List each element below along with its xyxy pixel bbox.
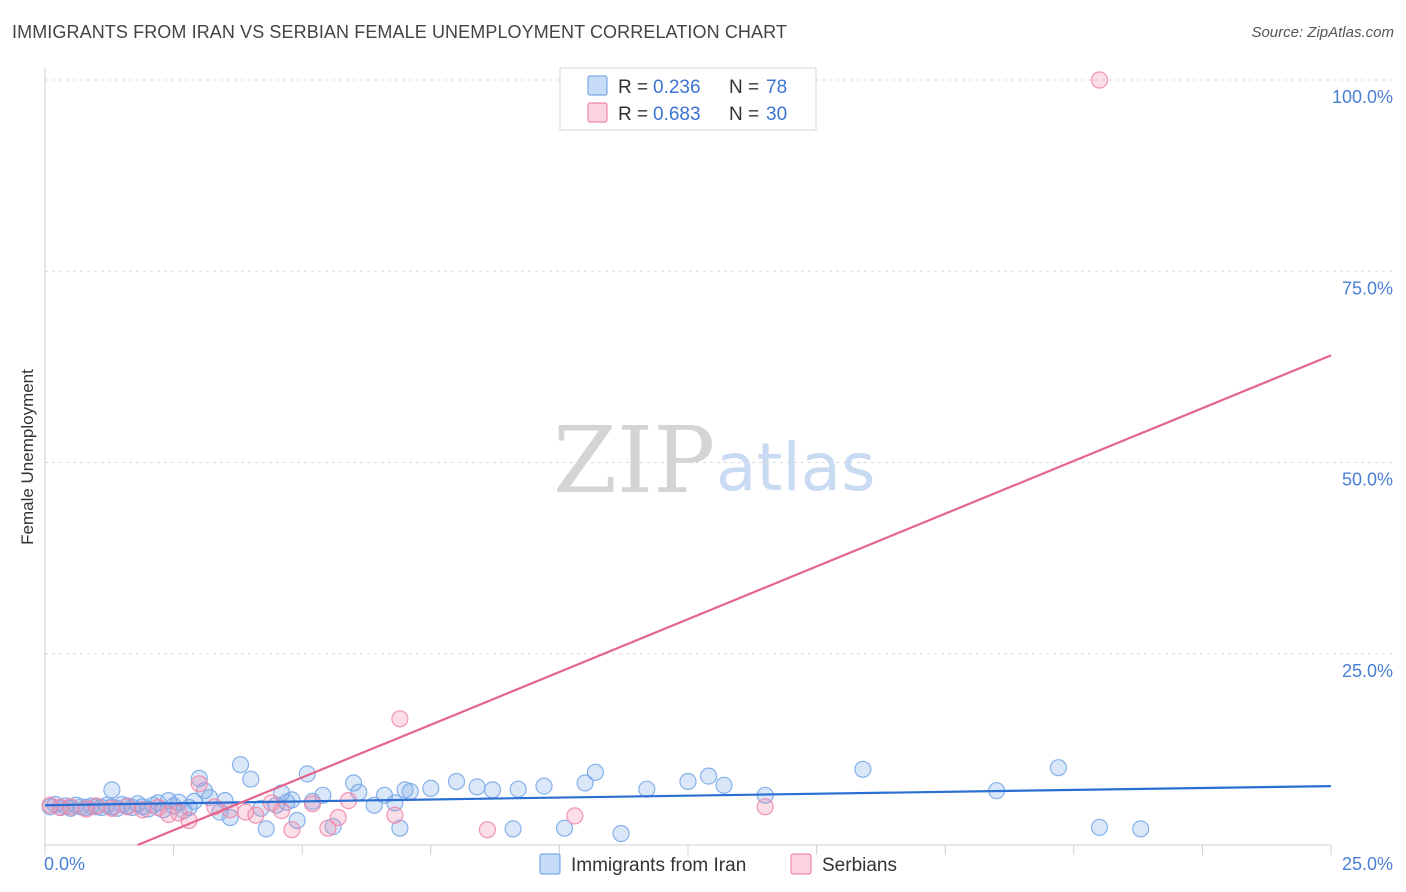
- serbians-point: [247, 806, 265, 824]
- serbians-point: [103, 799, 121, 817]
- series-legend: Immigrants from Iran Serbians: [539, 853, 897, 876]
- iran-point: [638, 780, 656, 798]
- legend-swatch-iran: [587, 75, 608, 96]
- y-axis-label: Female Unemployment: [18, 369, 37, 545]
- legend-r-label-iran: R =: [618, 77, 648, 98]
- iran-point: [447, 772, 466, 791]
- iran-point: [103, 781, 121, 799]
- x-tick-label-min: 0.0%: [44, 854, 85, 874]
- legend-n-value-iran: 78: [766, 77, 787, 98]
- iran-point: [555, 819, 574, 837]
- source-credit: Source: ZipAtlas.com: [1251, 24, 1394, 41]
- grid-layer: [45, 79, 1395, 655]
- iran-point: [257, 820, 275, 838]
- iran-point: [483, 781, 502, 799]
- iran-point: [504, 820, 522, 838]
- bottom-legend-label-iran[interactable]: Immigrants from Iran: [571, 855, 746, 876]
- iran-point: [679, 772, 697, 791]
- serbians-point: [87, 797, 106, 815]
- iran-point: [612, 824, 630, 843]
- legend-r-value-iran: 0.236: [653, 77, 701, 98]
- iran-point: [242, 770, 260, 788]
- iran-point: [509, 780, 527, 798]
- y-tick-label-50: 50.0%: [1342, 470, 1393, 490]
- y-tick-label-25: 25.0%: [1342, 661, 1393, 681]
- legend-n-label-serbians: N =: [729, 104, 759, 125]
- y-tick-label-100: 100.0%: [1332, 87, 1393, 107]
- x-ticks: [44, 845, 1332, 855]
- serbians-point: [478, 821, 496, 839]
- serbians-point: [273, 801, 291, 820]
- serbians-point: [391, 710, 409, 728]
- serbians-point: [319, 819, 337, 837]
- serbians-point: [756, 798, 774, 816]
- legend-r-label-serbians: R =: [618, 104, 648, 125]
- serbians-point: [237, 803, 255, 821]
- iran-point: [468, 778, 486, 796]
- iran-point: [1049, 759, 1068, 777]
- bottom-legend-swatch-iran[interactable]: [539, 853, 561, 875]
- serbians-point: [566, 807, 584, 825]
- iran-point: [586, 763, 605, 781]
- serbians-point: [283, 821, 301, 839]
- x-tick-label-max: 25.0%: [1342, 854, 1393, 874]
- chart-title: IMMIGRANTS FROM IRAN VS SERBIAN FEMALE U…: [12, 22, 787, 42]
- iran-point: [391, 819, 409, 837]
- y-tick-labels: 25.0% 50.0% 75.0% 100.0%: [1332, 87, 1393, 681]
- iran-point: [699, 767, 718, 785]
- serbians-point: [329, 808, 347, 827]
- legend-n-label-iran: N =: [729, 77, 759, 98]
- iran-point: [715, 776, 733, 794]
- iran-trend-line: [44, 784, 1332, 807]
- iran-point: [283, 791, 301, 809]
- stats-legend: R = 0.236 N = 78 R = 0.683 N = 30: [559, 67, 817, 131]
- serbians-point: [118, 798, 136, 816]
- y-tick-label-75: 75.0%: [1342, 278, 1393, 298]
- legend-r-value-serbians: 0.683: [653, 104, 701, 125]
- serbians-trend-line: [137, 354, 1332, 847]
- iran-point: [231, 756, 250, 774]
- serbians-point: [62, 798, 80, 816]
- iran-point: [288, 811, 306, 830]
- legend-swatch-serbians: [587, 102, 608, 123]
- bottom-legend-swatch-serbians[interactable]: [790, 853, 812, 875]
- trend-layer: [44, 354, 1332, 847]
- iran-point: [401, 782, 419, 801]
- watermark-zip: ZIP: [553, 407, 715, 514]
- watermark-atlas: atlas: [716, 429, 876, 506]
- legend-n-value-serbians: 30: [766, 104, 787, 125]
- serbians-point: [190, 775, 208, 793]
- serbians-point: [386, 806, 404, 824]
- iran-point: [576, 774, 594, 792]
- serbians-point: [1090, 71, 1109, 89]
- serbians-point: [303, 795, 322, 813]
- bottom-legend-label-serbians[interactable]: Serbians: [822, 855, 897, 876]
- iran-point: [345, 774, 363, 792]
- iran-point: [1090, 818, 1109, 837]
- iran-point: [854, 760, 872, 778]
- iran-point: [1132, 820, 1150, 838]
- iran-point: [422, 779, 440, 798]
- iran-point: [535, 777, 553, 795]
